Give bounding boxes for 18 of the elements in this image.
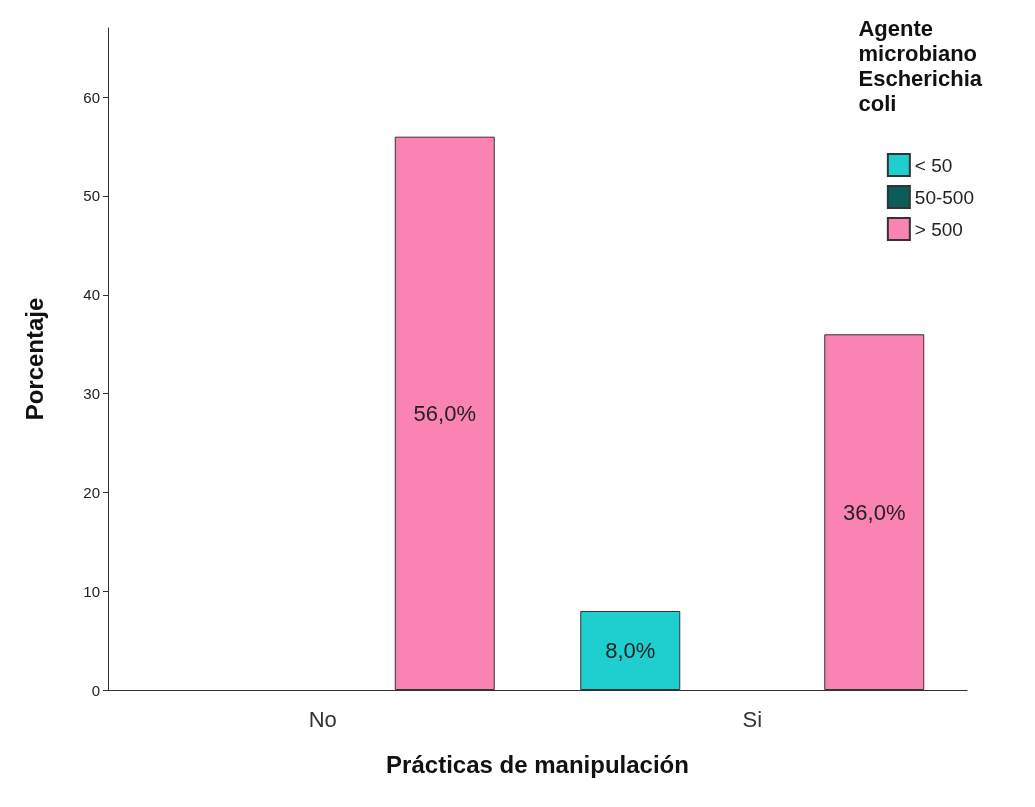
data-label: 56,0% <box>413 400 476 426</box>
y-axis-title: Porcentaje <box>20 297 48 421</box>
x-tick-label: Si <box>742 706 763 732</box>
legend-label: 50-500 <box>914 186 975 208</box>
x-tick-label: No <box>308 706 337 732</box>
y-tick-label: 60 <box>83 88 100 106</box>
y-tick-label: 30 <box>83 385 100 403</box>
legend-title: Agente microbiano Escherichia coli <box>858 16 983 116</box>
y-tick-label: 20 <box>83 483 100 501</box>
data-label: 8,0% <box>605 637 656 663</box>
legend-label: > 500 <box>914 218 963 240</box>
data-label: 36,0% <box>843 499 906 525</box>
y-tick-label: 40 <box>83 286 100 304</box>
y-tick-label: 50 <box>83 187 100 205</box>
x-axis-title: Prácticas de manipulación <box>386 750 689 778</box>
y-tick-label: 10 <box>83 582 100 600</box>
y-tick-label: 0 <box>91 681 100 699</box>
legend-label: < 50 <box>914 154 953 176</box>
